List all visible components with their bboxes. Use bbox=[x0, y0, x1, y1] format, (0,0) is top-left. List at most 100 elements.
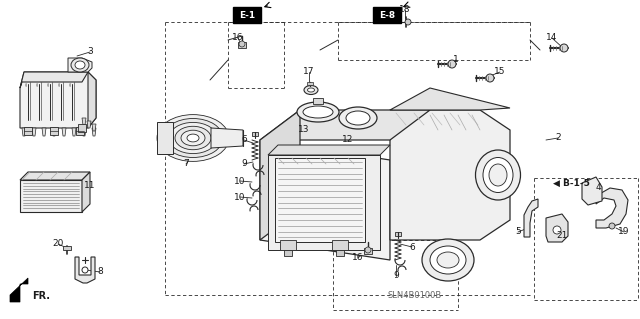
Circle shape bbox=[560, 44, 568, 52]
Polygon shape bbox=[72, 128, 76, 136]
Polygon shape bbox=[211, 128, 243, 148]
Polygon shape bbox=[582, 177, 602, 205]
Polygon shape bbox=[87, 121, 91, 128]
Ellipse shape bbox=[71, 58, 89, 72]
Polygon shape bbox=[24, 127, 32, 135]
Ellipse shape bbox=[476, 150, 520, 200]
Text: 5: 5 bbox=[515, 227, 521, 236]
Ellipse shape bbox=[157, 115, 229, 161]
Ellipse shape bbox=[307, 88, 314, 92]
Text: E-8: E-8 bbox=[379, 11, 395, 19]
Text: 14: 14 bbox=[547, 33, 557, 42]
Polygon shape bbox=[260, 140, 390, 260]
Text: 3: 3 bbox=[87, 48, 93, 56]
Text: SLN4B0100B: SLN4B0100B bbox=[388, 291, 442, 300]
Text: 16: 16 bbox=[352, 254, 364, 263]
Text: 21: 21 bbox=[556, 232, 568, 241]
Polygon shape bbox=[268, 155, 380, 250]
Circle shape bbox=[609, 223, 615, 229]
FancyBboxPatch shape bbox=[233, 7, 261, 23]
Ellipse shape bbox=[437, 252, 459, 268]
Text: ◀ B-1-5: ◀ B-1-5 bbox=[553, 179, 590, 188]
Ellipse shape bbox=[297, 102, 339, 122]
Ellipse shape bbox=[175, 126, 211, 150]
Polygon shape bbox=[10, 278, 28, 302]
Text: 19: 19 bbox=[618, 227, 630, 236]
Polygon shape bbox=[82, 128, 86, 136]
Circle shape bbox=[405, 19, 411, 25]
Text: FR.: FR. bbox=[32, 291, 50, 301]
Polygon shape bbox=[313, 98, 323, 104]
Polygon shape bbox=[76, 127, 84, 135]
Text: 7: 7 bbox=[183, 160, 189, 168]
Ellipse shape bbox=[187, 134, 199, 142]
Polygon shape bbox=[546, 214, 568, 242]
Polygon shape bbox=[20, 172, 90, 180]
Text: 12: 12 bbox=[342, 136, 354, 145]
Text: 18: 18 bbox=[399, 5, 411, 14]
Text: 8: 8 bbox=[97, 268, 103, 277]
Polygon shape bbox=[78, 124, 86, 132]
FancyBboxPatch shape bbox=[373, 7, 401, 23]
Polygon shape bbox=[22, 128, 26, 136]
Polygon shape bbox=[63, 246, 71, 250]
Ellipse shape bbox=[304, 85, 318, 94]
Text: 2: 2 bbox=[555, 133, 561, 143]
Polygon shape bbox=[20, 72, 96, 128]
Text: 13: 13 bbox=[298, 125, 310, 135]
Polygon shape bbox=[238, 42, 246, 48]
Polygon shape bbox=[42, 128, 46, 136]
Circle shape bbox=[365, 247, 371, 253]
Ellipse shape bbox=[339, 107, 377, 129]
Polygon shape bbox=[50, 127, 58, 135]
Polygon shape bbox=[32, 128, 36, 136]
Ellipse shape bbox=[303, 106, 333, 118]
Polygon shape bbox=[68, 58, 92, 72]
Text: 9: 9 bbox=[393, 271, 399, 280]
Polygon shape bbox=[596, 188, 628, 228]
Polygon shape bbox=[252, 132, 258, 136]
Ellipse shape bbox=[346, 111, 370, 125]
Polygon shape bbox=[75, 257, 95, 283]
Text: 6: 6 bbox=[241, 136, 247, 145]
Circle shape bbox=[239, 41, 245, 47]
Circle shape bbox=[486, 74, 494, 82]
Text: 20: 20 bbox=[52, 240, 64, 249]
Polygon shape bbox=[336, 250, 344, 256]
Ellipse shape bbox=[75, 61, 85, 69]
Ellipse shape bbox=[489, 164, 507, 186]
Polygon shape bbox=[92, 128, 96, 136]
Circle shape bbox=[448, 60, 456, 68]
Text: 11: 11 bbox=[84, 182, 96, 190]
Text: 4: 4 bbox=[595, 183, 601, 192]
Text: 6: 6 bbox=[409, 242, 415, 251]
Ellipse shape bbox=[169, 122, 217, 154]
Polygon shape bbox=[260, 110, 300, 240]
Text: 10: 10 bbox=[234, 176, 246, 186]
Text: 1: 1 bbox=[453, 56, 459, 64]
Text: 17: 17 bbox=[303, 68, 315, 77]
Circle shape bbox=[553, 226, 561, 234]
Text: E-1: E-1 bbox=[239, 11, 255, 19]
Polygon shape bbox=[20, 72, 88, 88]
Ellipse shape bbox=[422, 239, 474, 281]
Polygon shape bbox=[92, 124, 96, 131]
Polygon shape bbox=[390, 110, 510, 240]
Polygon shape bbox=[307, 82, 313, 85]
Polygon shape bbox=[20, 180, 82, 212]
Ellipse shape bbox=[163, 118, 223, 158]
Polygon shape bbox=[284, 250, 292, 256]
Polygon shape bbox=[88, 72, 96, 128]
Polygon shape bbox=[364, 248, 372, 254]
Polygon shape bbox=[275, 158, 365, 242]
Polygon shape bbox=[52, 128, 56, 136]
Text: 10: 10 bbox=[234, 192, 246, 202]
Polygon shape bbox=[524, 199, 538, 237]
Polygon shape bbox=[268, 145, 390, 155]
Polygon shape bbox=[395, 232, 401, 236]
Polygon shape bbox=[62, 128, 66, 136]
Polygon shape bbox=[260, 110, 430, 140]
Ellipse shape bbox=[430, 246, 466, 274]
Text: 9: 9 bbox=[241, 160, 247, 168]
Ellipse shape bbox=[483, 158, 513, 192]
